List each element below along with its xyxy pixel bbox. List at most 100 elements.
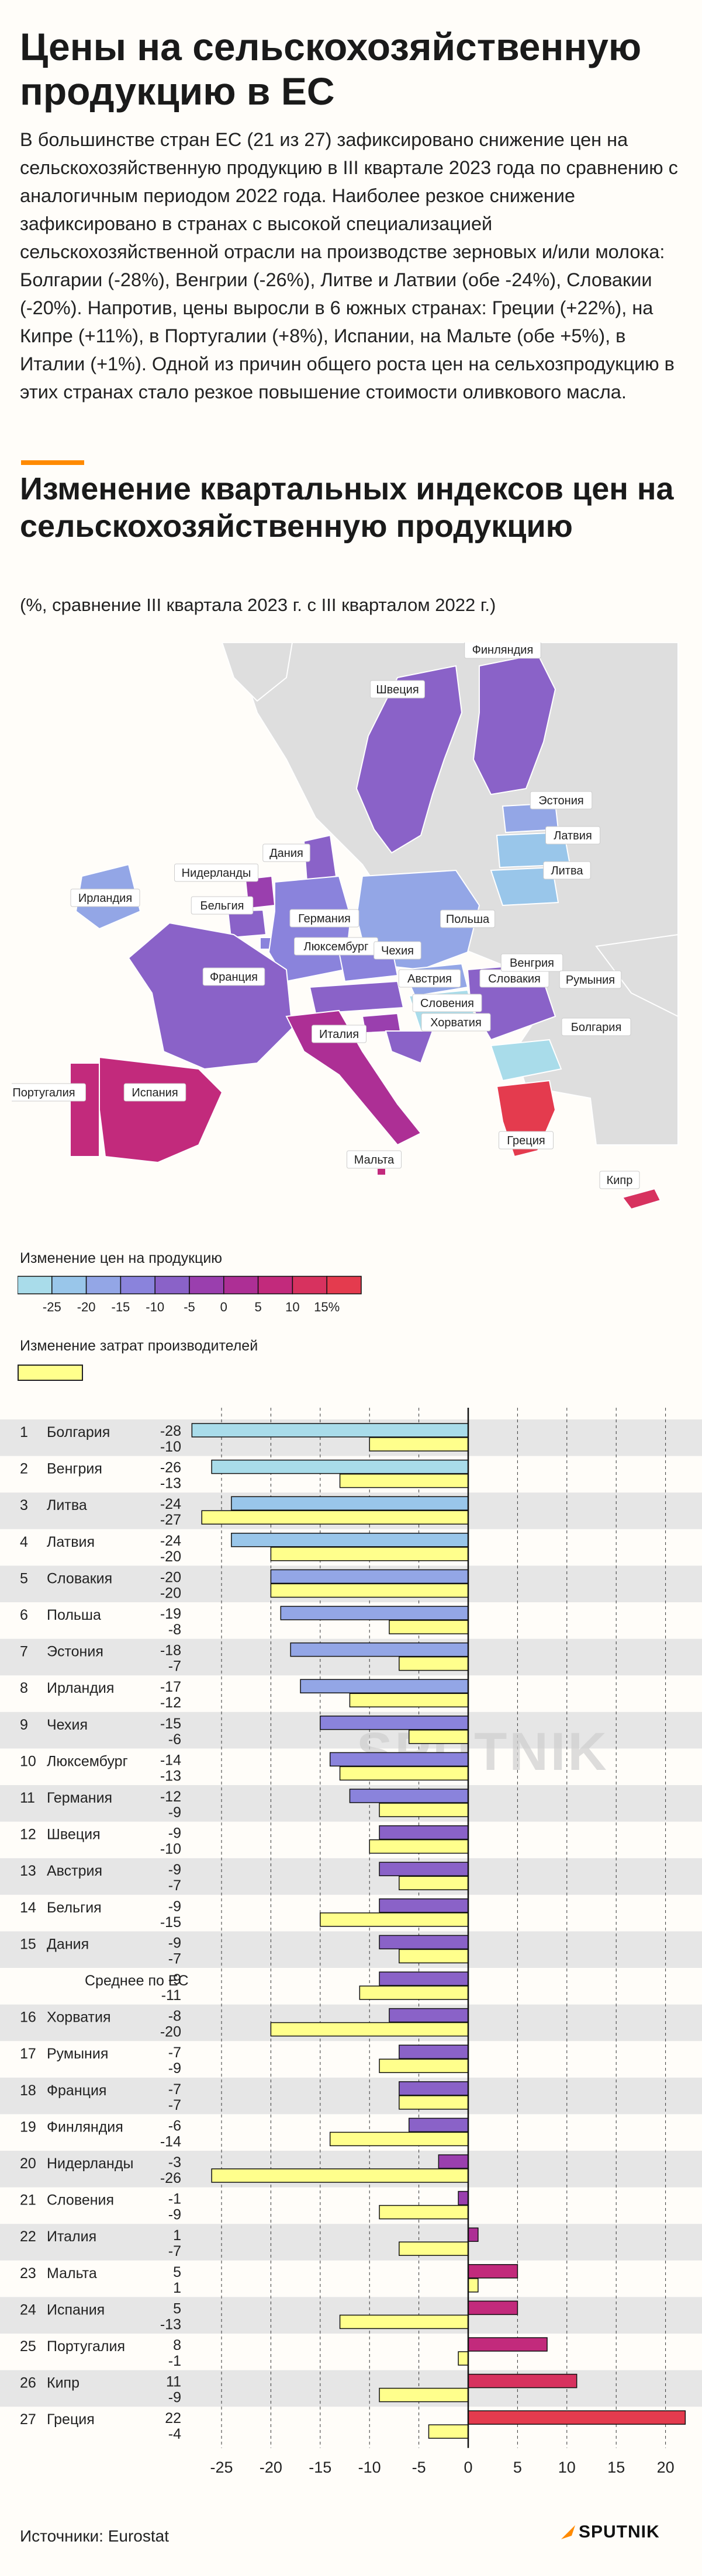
map-label-Словакия: Словакия	[479, 969, 549, 988]
price-value-14: -9	[168, 1935, 181, 1951]
scale-tick-7: 10	[285, 1300, 299, 1314]
price-bar-9	[329, 1752, 469, 1767]
cost-legend-title: Изменение затрат производителей	[20, 1338, 258, 1354]
cost-value-17: -9	[168, 2060, 181, 2077]
row-rank-11: 12	[20, 1827, 36, 1843]
map-label-Португалия: Португалия	[12, 1083, 86, 1102]
cost-bar-3	[270, 1547, 469, 1561]
row-stripe-22	[0, 2224, 702, 2261]
scale-swatch-8	[292, 1276, 327, 1294]
row-country-20: Нидерланды	[47, 2155, 133, 2172]
row-rank-5: 6	[20, 1607, 28, 1623]
cost-bar-17	[379, 2058, 469, 2073]
price-bar-6	[290, 1642, 469, 1657]
map-label-Нидерланды: Нидерланды	[174, 863, 258, 882]
svg-text:Мальта: Мальта	[354, 1154, 395, 1167]
map-label-Болгария: Болгария	[561, 1018, 631, 1036]
row-rank-12: 13	[20, 1863, 36, 1879]
row-rank-25: 25	[20, 2338, 36, 2355]
row-rank-19: 19	[20, 2119, 36, 2135]
x-tick-label-1: -20	[260, 2459, 282, 2476]
row-stripe-12	[0, 1858, 702, 1895]
cost-bar-27	[428, 2424, 469, 2439]
cost-bar-4	[270, 1583, 469, 1598]
intro-text: В большинстве стран ЕС (21 из 27) зафикс…	[20, 129, 678, 402]
row-country-26: Кипр	[47, 2375, 79, 2391]
row-country-24: Испания	[47, 2301, 105, 2318]
cost-value-26: -9	[168, 2390, 181, 2406]
scale-swatch-7	[257, 1276, 293, 1294]
cost-bar-2	[201, 1510, 469, 1525]
scale-swatch-9	[326, 1276, 362, 1294]
row-rank-22: 22	[20, 2228, 36, 2245]
cost-bar-7	[349, 1693, 469, 1707]
price-value-21: -1	[168, 2191, 181, 2207]
cost-value-27: -4	[168, 2426, 181, 2442]
cost-bar-23	[468, 2278, 479, 2293]
row-stripe-14	[0, 1931, 702, 1968]
row-country-4: Словакия	[47, 1570, 112, 1586]
price-legend-title: Изменение цен на продукцию	[20, 1250, 223, 1266]
price-value-9: -14	[160, 1752, 181, 1768]
scale-swatch-6	[223, 1276, 259, 1294]
cost-bar-25	[458, 2351, 469, 2366]
scale-tick-6: 5	[254, 1300, 261, 1314]
cost-legend-swatch	[18, 1365, 83, 1381]
source-note: Источники: Eurostat	[20, 2527, 170, 2545]
cost-value-11: -10	[160, 1841, 181, 1858]
row-rank-23: 23	[20, 2265, 36, 2282]
cost-value-22: -7	[168, 2243, 181, 2259]
row-rank-26: 26	[20, 2375, 36, 2391]
price-bar-7	[300, 1679, 469, 1693]
map-background-land-2	[221, 643, 293, 702]
cost-bar-9	[339, 1766, 469, 1781]
cost-value-25: -1	[168, 2353, 181, 2369]
row-stripe-26	[0, 2370, 702, 2407]
map-label-Кипр: Кипр	[599, 1171, 640, 1189]
price-value-26: 11	[166, 2374, 181, 2390]
x-tick-label-5: 0	[464, 2459, 472, 2476]
cost-value-23: 1	[173, 2280, 181, 2296]
svg-text:Нидерланды: Нидерланды	[182, 867, 251, 880]
price-value-6: -18	[160, 1643, 181, 1659]
x-tick-label-3: -10	[358, 2459, 381, 2476]
svg-text:Германия: Германия	[298, 912, 351, 925]
cost-value-9: -13	[160, 1768, 181, 1784]
map-label-Финляндия: Финляндия	[464, 643, 541, 659]
svg-text:Португалия: Португалия	[12, 1086, 75, 1099]
scale-tick-3: -10	[146, 1300, 164, 1314]
cost-bar-20	[211, 2168, 469, 2183]
row-rank-27: 27	[20, 2411, 36, 2428]
price-bar-22	[468, 2227, 479, 2242]
cost-bar-5	[389, 1620, 469, 1634]
section-note: (%, сравнение III квартала 2023 г. с III…	[20, 595, 496, 615]
row-rank-14: 15	[20, 1936, 36, 1952]
map-region-Кипр	[621, 1188, 662, 1210]
map-region-Австрия	[309, 980, 404, 1015]
cost-value-10: -9	[168, 1804, 181, 1821]
x-tick-label-8: 15	[607, 2459, 625, 2476]
price-bar-14	[379, 1935, 469, 1950]
price-value-15: -9	[168, 1971, 181, 1988]
cost-value-2: -27	[160, 1512, 181, 1528]
price-bar-11	[379, 1825, 469, 1840]
price-value-10: -12	[160, 1789, 181, 1805]
price-value-12: -9	[168, 1862, 181, 1878]
map-region-Словения	[361, 1012, 402, 1034]
svg-text:Литва: Литва	[551, 865, 584, 877]
svg-text:Швеция: Швеция	[376, 683, 419, 696]
row-country-18: Франция	[47, 2082, 106, 2099]
cost-value-6: -7	[168, 1658, 181, 1675]
row-rank-3: 4	[20, 1534, 28, 1550]
cost-bar-1	[339, 1473, 469, 1488]
row-country-25: Португалия	[47, 2338, 125, 2355]
price-value-13: -9	[168, 1898, 181, 1915]
row-rank-1: 2	[20, 1461, 28, 1477]
price-bar-15	[379, 1971, 469, 1986]
row-country-14: Дания	[47, 1936, 89, 1952]
sputnik-logo-icon	[561, 2525, 575, 2539]
map-label-Польша: Польша	[440, 909, 495, 928]
price-bar-20	[438, 2154, 469, 2169]
map-label-Швеция: Швеция	[370, 680, 425, 699]
